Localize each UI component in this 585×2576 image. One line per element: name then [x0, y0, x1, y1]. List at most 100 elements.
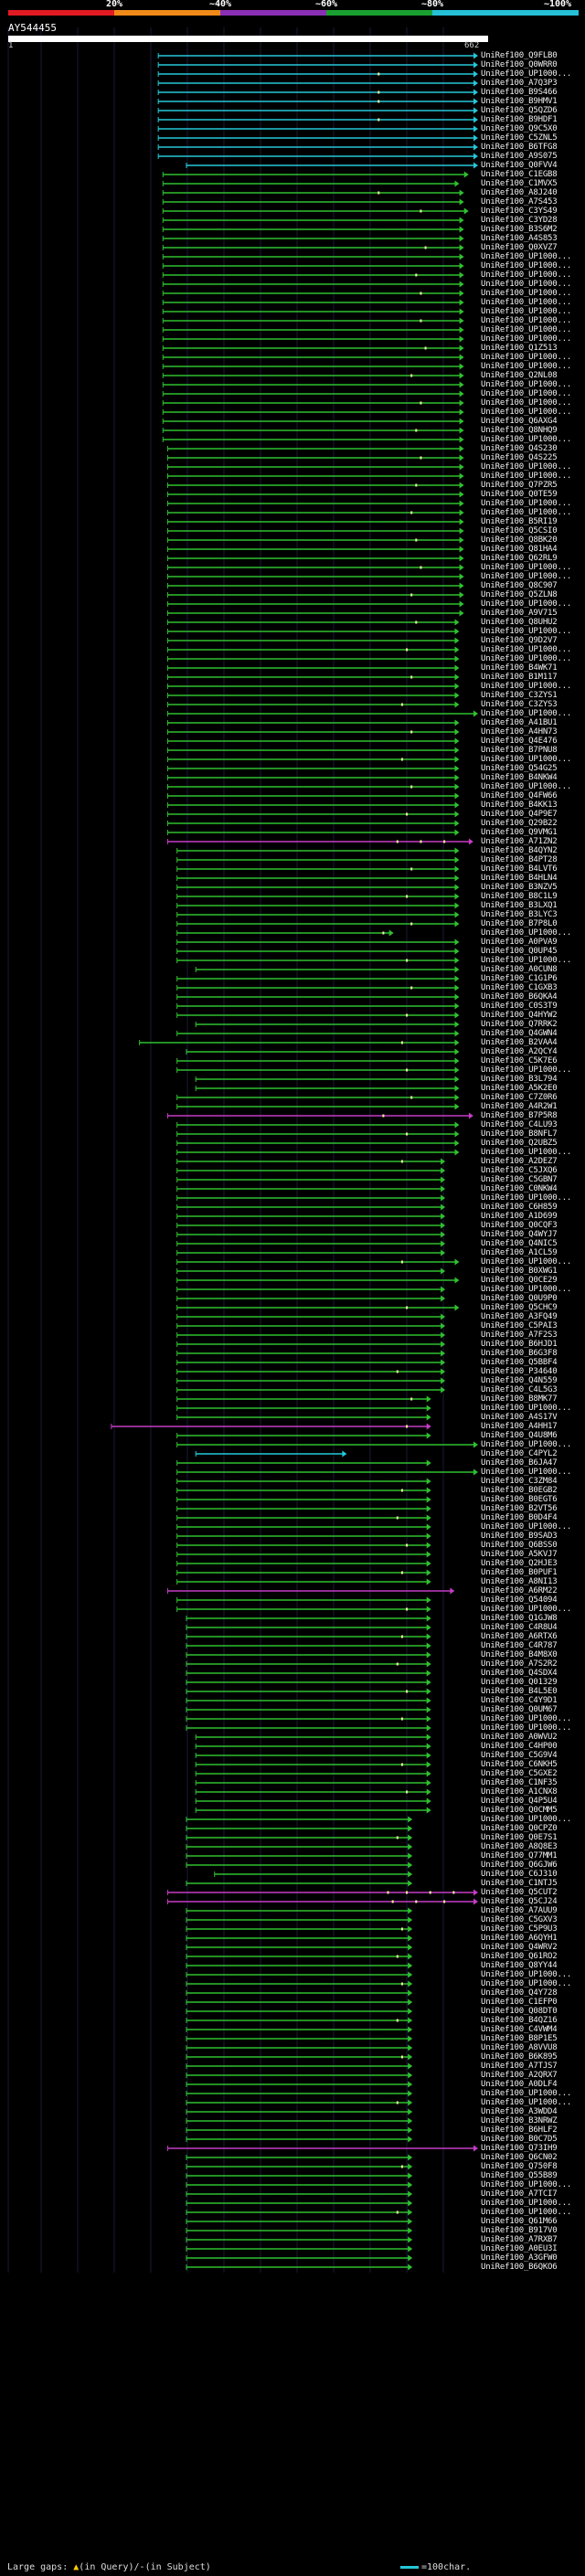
hit-track[interactable] [176, 1012, 460, 1019]
hit-label[interactable]: UniRef100_Q4N559 [481, 1376, 558, 1385]
hit-label[interactable]: UniRef100_B4PT28 [481, 855, 558, 864]
hit-label[interactable]: UniRef100_A41BU1 [481, 718, 558, 727]
hit-track[interactable] [186, 1624, 431, 1631]
hit-track[interactable] [195, 1076, 460, 1083]
hit-label[interactable]: UniRef100_B3NZV5 [481, 883, 558, 892]
hit-label[interactable]: UniRef100_B0EGB2 [481, 1486, 558, 1495]
hit-label[interactable]: UniRef100_UP1000... [481, 2098, 572, 2107]
hit-track[interactable] [176, 1468, 478, 1476]
hit-track[interactable] [157, 52, 478, 59]
hit-track[interactable] [195, 1733, 431, 1741]
hit-label[interactable]: UniRef100_UP1000... [481, 462, 572, 472]
hit-track[interactable] [176, 1405, 431, 1412]
hit-track[interactable] [186, 2254, 413, 2262]
hit-label[interactable]: UniRef100_Q4U8M6 [481, 1431, 558, 1440]
hit-label[interactable]: UniRef100_Q9D2V7 [481, 636, 558, 645]
hit-label[interactable]: UniRef100_C5G9V4 [481, 1751, 558, 1760]
hit-label[interactable]: UniRef100_Q9C5X0 [481, 124, 558, 133]
hit-label[interactable]: UniRef100_Q0E7S1 [481, 1833, 558, 1842]
hit-track[interactable] [186, 2227, 413, 2234]
hit-track[interactable] [186, 2172, 413, 2179]
hit-label[interactable]: UniRef100_B2VAA4 [481, 1038, 558, 1047]
hit-track[interactable] [166, 838, 473, 845]
hit-track[interactable] [176, 1295, 446, 1302]
hit-track[interactable] [162, 299, 464, 306]
hit-label[interactable]: UniRef100_Q0CQF3 [481, 1221, 558, 1230]
hit-track[interactable] [162, 354, 464, 361]
hit-label[interactable]: UniRef100_C1EGB8 [481, 170, 558, 179]
hit-track[interactable] [176, 1222, 446, 1229]
hit-label[interactable]: UniRef100_Q08DT0 [481, 2007, 558, 2016]
hit-label[interactable]: UniRef100_B3LYC3 [481, 910, 558, 919]
hit-label[interactable]: UniRef100_B7PNU8 [481, 746, 558, 755]
hit-track[interactable] [162, 363, 464, 370]
hit-label[interactable]: UniRef100_B1M117 [481, 673, 558, 682]
hit-label[interactable]: UniRef100_Q4HYW2 [481, 1011, 558, 1020]
hit-track[interactable] [195, 966, 460, 973]
hit-track[interactable] [157, 61, 478, 69]
hit-track[interactable] [176, 1542, 431, 1549]
hit-track[interactable] [176, 1313, 446, 1320]
hit-label[interactable]: UniRef100_Q0U9P0 [481, 1294, 558, 1303]
hit-track[interactable] [162, 198, 464, 206]
hit-track[interactable] [166, 500, 464, 507]
hit-track[interactable] [157, 98, 478, 105]
hit-label[interactable]: UniRef100_A0WVU2 [481, 1733, 558, 1742]
hit-label[interactable]: UniRef100_Q54G25 [481, 764, 558, 773]
hit-label[interactable]: UniRef100_UP1000... [481, 755, 572, 764]
hit-track[interactable] [162, 418, 464, 425]
hit-label[interactable]: UniRef100_UP1000... [481, 280, 572, 289]
hit-label[interactable]: UniRef100_B6K895 [481, 2052, 558, 2062]
hit-label[interactable]: UniRef100_UP1000... [481, 362, 572, 371]
hit-track[interactable] [195, 1779, 431, 1786]
hit-track[interactable] [166, 619, 460, 626]
hit-track[interactable] [176, 1532, 431, 1540]
hit-label[interactable]: UniRef100_A2QCY4 [481, 1047, 558, 1056]
hit-track[interactable] [162, 235, 464, 242]
hit-track[interactable] [162, 171, 469, 178]
hit-label[interactable]: UniRef100_UP1000... [481, 627, 572, 636]
hit-track[interactable] [176, 1176, 446, 1183]
hit-track[interactable] [176, 847, 460, 854]
hit-label[interactable]: UniRef100_B4NKW4 [481, 773, 558, 782]
hit-track[interactable] [195, 1743, 431, 1750]
hit-label[interactable]: UniRef100_UP1000... [481, 408, 572, 417]
hit-label[interactable]: UniRef100_B4QYN2 [481, 846, 558, 855]
hit-track[interactable] [166, 801, 460, 809]
hit-track[interactable] [186, 1998, 413, 2006]
hit-track[interactable] [186, 1816, 413, 1823]
hit-label[interactable]: UniRef100_B0EGT6 [481, 1495, 558, 1504]
hit-label[interactable]: UniRef100_C4VWM4 [481, 2025, 558, 2034]
hit-track[interactable] [166, 536, 464, 544]
hit-track[interactable] [166, 765, 460, 772]
hit-track[interactable] [176, 1496, 431, 1503]
hit-label[interactable]: UniRef100_B8C1L9 [481, 892, 558, 901]
hit-label[interactable]: UniRef100_Q0WRR0 [481, 60, 558, 69]
hit-label[interactable]: UniRef100_B9S466 [481, 88, 558, 97]
hit-track[interactable] [162, 436, 464, 443]
hit-label[interactable]: UniRef100_C4R8U4 [481, 1623, 558, 1632]
hit-track[interactable] [176, 1267, 446, 1275]
hit-label[interactable]: UniRef100_Q6GJW6 [481, 1860, 558, 1870]
hit-track[interactable] [176, 1304, 460, 1311]
hit-track[interactable] [166, 646, 460, 653]
hit-label[interactable]: UniRef100_A0PVA9 [481, 938, 558, 947]
hit-label[interactable]: UniRef100_A8VVU8 [481, 2043, 558, 2052]
hit-label[interactable]: UniRef100_B4HLN4 [481, 874, 558, 883]
hit-label[interactable]: UniRef100_Q4SDX4 [481, 1669, 558, 1678]
hit-label[interactable]: UniRef100_B9SAD3 [481, 1532, 558, 1541]
hit-label[interactable]: UniRef100_UP1000... [481, 1815, 572, 1824]
hit-label[interactable]: UniRef100_Q0CPZ0 [481, 1824, 558, 1833]
hit-track[interactable] [166, 454, 464, 461]
hit-label[interactable]: UniRef100_UP1000... [481, 2180, 572, 2189]
hit-label[interactable]: UniRef100_C5PAI3 [481, 1321, 558, 1330]
hit-label[interactable]: UniRef100_UP1000... [481, 472, 572, 481]
hit-track[interactable] [186, 2099, 413, 2106]
hit-track[interactable] [157, 153, 478, 160]
hit-track[interactable] [166, 783, 460, 790]
hit-track[interactable] [166, 737, 460, 745]
hit-track[interactable] [111, 1423, 431, 1430]
hit-label[interactable]: UniRef100_UP1000... [481, 298, 572, 307]
hit-track[interactable] [195, 1752, 431, 1759]
hit-track[interactable] [186, 1633, 431, 1640]
